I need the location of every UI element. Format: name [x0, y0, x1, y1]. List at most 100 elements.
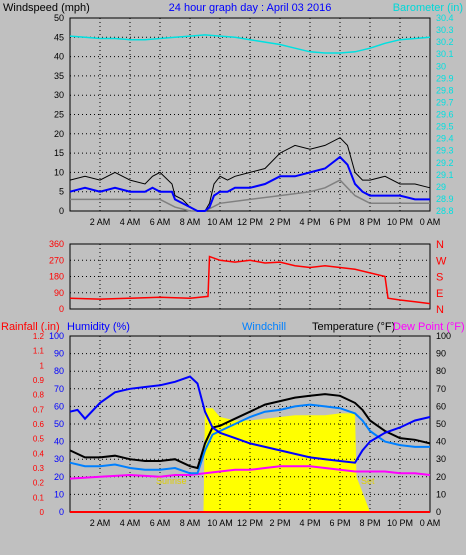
compass-tick-label: S	[436, 272, 443, 284]
baro-tick-label: 28.9	[436, 194, 454, 204]
x-tick-label: 12 PM	[237, 217, 263, 227]
direction-tick-label: 180	[49, 272, 64, 282]
temp-tick-label: 10	[436, 489, 446, 499]
compass-tick-label: E	[436, 288, 443, 300]
x-tick-label: 6 PM	[329, 217, 350, 227]
x-tick-label: 8 AM	[180, 518, 201, 528]
temp-tick-label: 0	[436, 507, 441, 517]
rainfall-label: Rainfall (.in)	[1, 321, 60, 333]
graph-title: 24 hour graph day : April 03 2016	[169, 2, 332, 14]
wind-tick-label: 35	[54, 71, 64, 81]
temp-tick-label: 100	[436, 331, 451, 341]
temp-tick-label: 80	[436, 366, 446, 376]
rain-tick-label: 0	[40, 508, 45, 517]
temp-tick-label: 50	[436, 419, 446, 429]
temp-tick-label: 20	[436, 472, 446, 482]
humidity-tick-label: 0	[59, 507, 64, 517]
humidity-line	[69, 375, 431, 464]
x-tick-label: 2 AM	[90, 217, 111, 227]
wind-plot-grid	[70, 18, 430, 211]
baro-tick-label: 30.1	[436, 49, 454, 59]
baro-tick-label: 29.1	[436, 170, 454, 180]
x-tick-label: 0 AM	[420, 217, 441, 227]
direction-plot-series	[69, 255, 431, 305]
temp-tick-label: 60	[436, 401, 446, 411]
humidity-tick-label: 40	[54, 437, 64, 447]
wind-gust-line	[69, 137, 431, 212]
humidity-label: Humidity (%)	[67, 321, 130, 333]
wind-tick-label: 5	[59, 187, 64, 197]
humidity-tick-label: 80	[54, 366, 64, 376]
wind-tick-label: 10	[54, 167, 64, 177]
windchill-label: Windchill	[242, 321, 286, 333]
wind-y-axis: 0 5 10 15 20 25 30 35 40 45 50	[54, 13, 64, 216]
rain-tick-label: 0.3	[33, 464, 45, 473]
wind-plot-series	[69, 34, 431, 212]
temperature-y-axis: 0 10 20 30 40 50 60 70 80 90 100	[436, 331, 451, 517]
rain-tick-label: 1.2	[33, 332, 45, 341]
barometer-label: Barometer (in)	[393, 2, 463, 14]
x-tick-label: 6 AM	[150, 217, 171, 227]
x-tick-label: 4 AM	[120, 217, 141, 227]
direction-tick-label: 270	[49, 255, 64, 265]
baro-tick-label: 29.7	[436, 97, 454, 107]
x-tick-label: 2 PM	[269, 217, 290, 227]
temp-tick-label: 40	[436, 437, 446, 447]
baro-tick-label: 29.5	[436, 122, 454, 132]
baro-tick-label: 30.4	[436, 13, 454, 23]
direction-line	[69, 255, 431, 305]
rain-tick-label: 0.7	[33, 405, 45, 414]
baro-tick-label: 28.8	[436, 206, 454, 216]
wind-grey-line	[70, 179, 430, 212]
direction-y-axis: 0 90 180 270 360	[49, 239, 64, 314]
x-tick-label: 4 PM	[299, 518, 320, 528]
x-tick-label: 12 PM	[237, 518, 263, 528]
humidity-tick-label: 100	[49, 331, 64, 341]
x-tick-label: 8 AM	[180, 217, 201, 227]
wind-avg-line	[69, 155, 430, 212]
x-tick-label: 6 PM	[329, 518, 350, 528]
wind-tick-label: 45	[54, 32, 64, 42]
temp-plot-series	[69, 375, 431, 513]
barometer-y-axis: 28.8 28.9 29 29.1 29.2 29.3 29.4 29.5 29.6 29.7 29…	[436, 13, 454, 216]
temp-x-axis: 2 AM 4 AM 6 AM 8 AM 10 AM 12 PM 2 PM 4 PM 6 PM 8 …	[90, 518, 441, 528]
x-tick-label: 2 PM	[269, 518, 290, 528]
windspeed-label: Windspeed (mph)	[3, 2, 90, 14]
humidity-tick-label: 60	[54, 401, 64, 411]
compass-tick-label: N	[436, 304, 444, 316]
humidity-tick-label: 30	[54, 454, 64, 464]
baro-tick-label: 30	[436, 61, 446, 71]
x-tick-label: 4 AM	[120, 518, 141, 528]
direction-tick-label: 0	[59, 304, 64, 314]
x-tick-label: 10 PM	[387, 518, 413, 528]
baro-tick-label: 29.3	[436, 146, 454, 156]
baro-tick-label: 30.3	[436, 25, 454, 35]
temp-tick-label: 30	[436, 454, 446, 464]
sunrise-label: Sunrise	[156, 476, 187, 486]
x-tick-label: 8 PM	[359, 217, 380, 227]
humidity-tick-label: 10	[54, 489, 64, 499]
direction-plot-grid	[70, 244, 430, 309]
compass-tick-label: W	[436, 255, 447, 267]
humidity-tick-label: 90	[54, 349, 64, 359]
wind-tick-label: 30	[54, 90, 64, 100]
x-tick-label: 10 AM	[207, 217, 233, 227]
rain-tick-label: 1	[40, 361, 45, 370]
temp-tick-label: 90	[436, 349, 446, 359]
baro-tick-label: 29	[436, 182, 446, 192]
x-tick-label: 6 AM	[150, 518, 171, 528]
rain-tick-label: 0.9	[33, 376, 45, 385]
temp-plot-grid	[70, 336, 430, 512]
direction-tick-label: 360	[49, 239, 64, 249]
humidity-tick-label: 50	[54, 419, 64, 429]
direction-tick-label: 90	[54, 288, 64, 298]
sunset-label: Set	[361, 476, 375, 486]
temperature-line	[69, 393, 431, 470]
temperature-label: Temperature (°F)	[312, 321, 395, 333]
wind-tick-label: 0	[59, 206, 64, 216]
baro-tick-label: 29.4	[436, 134, 454, 144]
wind-tick-label: 50	[54, 13, 64, 23]
